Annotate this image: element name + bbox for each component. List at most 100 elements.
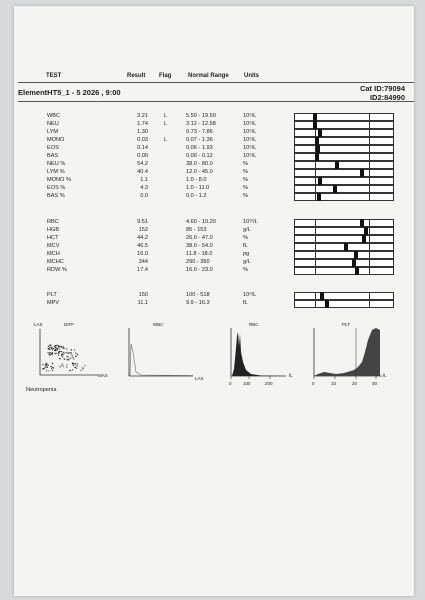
- diff-plot: [39, 329, 98, 376]
- scatter-dot: [69, 370, 71, 372]
- range-limit-tick: [368, 162, 370, 168]
- scatter-dot: [66, 348, 68, 350]
- test-name: NEU %: [47, 161, 66, 167]
- rbc-tick-1: 100: [243, 381, 251, 386]
- scatter-dot: [50, 368, 53, 370]
- test-name: MCV: [47, 243, 60, 249]
- scatter-dot: [75, 356, 77, 358]
- range-indicator-bar: [294, 129, 394, 137]
- result-unit: %: [243, 161, 248, 167]
- value-marker: [325, 300, 330, 308]
- normal-range: 4.60 - 10.20: [186, 219, 216, 225]
- table-row: NEU 1.74 L 3.12 - 12.58 10⁹/L: [0, 120, 425, 129]
- value-marker: [359, 169, 364, 177]
- wbc-plot: [128, 328, 194, 377]
- diff-scattergram: LAS DIFF MAS: [34, 322, 124, 380]
- scatter-dot: [62, 346, 64, 348]
- range-limit-tick: [314, 162, 316, 168]
- header-range: Normal Range: [188, 73, 229, 79]
- scatter-dot: [57, 345, 59, 347]
- header-flag: Flag: [159, 73, 172, 79]
- cat-id: Cat ID:79094: [359, 84, 405, 93]
- range-limit-tick: [314, 178, 316, 184]
- test-name: BAS %: [47, 193, 65, 199]
- range-limit-tick: [314, 194, 316, 200]
- result-value: 11.1: [137, 300, 148, 306]
- scatter-dot: [46, 362, 48, 364]
- range-limit-tick: [368, 293, 370, 299]
- normal-range: 26.0 - 47.0: [186, 235, 213, 241]
- scatter-dot: [48, 348, 50, 350]
- rbc-plot: [230, 328, 286, 379]
- scatter-dot: [62, 354, 64, 356]
- result-value: 0.14: [137, 145, 148, 151]
- range-indicator-bar: [294, 292, 394, 300]
- scatter-dot: [62, 353, 64, 355]
- scatter-dot: [51, 365, 53, 367]
- scatter-dot: [76, 365, 78, 367]
- range-limit-tick: [314, 293, 316, 299]
- scatter-dot: [43, 368, 45, 370]
- scatter-dot: [49, 352, 51, 354]
- scatter-dot: [70, 353, 72, 355]
- scatter-dot: [50, 354, 52, 356]
- range-indicator-bar: [294, 145, 394, 153]
- scatter-dot: [45, 365, 47, 367]
- scatter-dot: [47, 345, 49, 348]
- scatter-dot: [49, 346, 51, 348]
- scatter-dot: [54, 353, 56, 355]
- normal-range: 0.73 - 7.86: [186, 129, 213, 135]
- test-name: MCH: [47, 251, 60, 257]
- range-limit-tick: [368, 114, 370, 120]
- range-limit-tick: [314, 220, 316, 226]
- test-name: RDW %: [47, 267, 67, 273]
- test-name: HGB: [47, 227, 60, 233]
- result-value: 0.00: [137, 153, 148, 159]
- scatter-dot: [68, 358, 70, 360]
- rbc-unit: fL: [289, 373, 293, 378]
- scatter-dot: [70, 352, 72, 354]
- scatter-dot: [73, 363, 75, 365]
- scatter-dot: [61, 347, 63, 349]
- range-indicator-bar: [294, 235, 394, 243]
- range-limit-tick: [314, 260, 316, 266]
- scatter-dot: [80, 369, 82, 371]
- scatter-dot: [47, 352, 49, 354]
- plt-tick-0: 0: [312, 381, 315, 386]
- range-limit-tick: [314, 186, 316, 192]
- scatter-dot: [75, 352, 77, 354]
- header-result: Result: [127, 73, 146, 79]
- scatter-dot: [51, 362, 53, 364]
- scatter-dot: [58, 358, 61, 360]
- table-row: MONO % 1.1 1.0 - 8.0%: [0, 176, 425, 185]
- scatter-dot: [66, 356, 68, 358]
- scatter-dot: [58, 347, 60, 349]
- test-name: BAS: [47, 153, 59, 159]
- scatter-dot: [56, 349, 58, 351]
- scatter-dot: [59, 366, 61, 368]
- result-unit: %: [243, 193, 248, 199]
- test-name: NEU: [47, 121, 59, 127]
- scatter-dot: [59, 358, 61, 360]
- value-marker: [316, 193, 321, 201]
- scatter-dot: [74, 366, 76, 368]
- table-row: HCT 44.2 26.0 - 47.0%: [0, 234, 425, 243]
- scatter-dot: [63, 358, 65, 360]
- result-value: 3.21: [137, 113, 148, 119]
- scatter-dot: [48, 354, 50, 356]
- scatter-dot: [48, 344, 50, 346]
- scatter-dot: [52, 348, 54, 350]
- scatter-dot: [59, 348, 61, 350]
- scatter-dot: [76, 353, 78, 355]
- result-value: 150: [138, 292, 148, 298]
- result-flag: L: [164, 137, 168, 143]
- range-limit-tick: [314, 268, 316, 274]
- normal-range: 0.0 - 1.2: [186, 193, 207, 199]
- result-value: 0.0: [140, 193, 148, 199]
- result-unit: 10⁹/L: [243, 292, 257, 298]
- range-indicator-bar: [294, 169, 394, 177]
- test-name: MCHC: [47, 259, 64, 265]
- range-limit-tick: [368, 194, 370, 200]
- result-unit: 10⁹/L: [243, 121, 257, 127]
- scatter-dot: [51, 347, 53, 349]
